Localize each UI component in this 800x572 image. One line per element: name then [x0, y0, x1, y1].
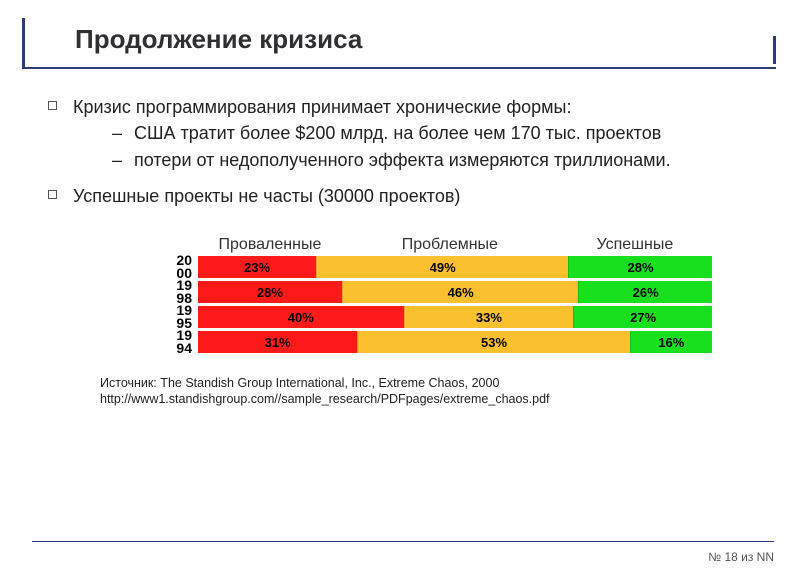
legend-failed: Проваленные: [198, 236, 342, 254]
subbullet-0-1: потери от недополученного эффекта измеря…: [112, 148, 764, 172]
bullet-icon: [48, 190, 57, 199]
stacked-bar: 23%49%28%: [198, 256, 712, 278]
bar-segment-succeeded: 27%: [573, 306, 712, 328]
bar-segment-challenged: 33%: [404, 306, 574, 328]
stacked-bar: 28%46%26%: [198, 281, 712, 303]
legend-succeeded: Успешные: [558, 236, 712, 254]
bar-row: 199828%46%26%: [156, 281, 712, 303]
footer-rule: [32, 541, 774, 542]
project-outcomes-chart: Проваленные Проблемные Успешные 200023%4…: [156, 236, 712, 353]
bar-segment-challenged: 49%: [316, 256, 568, 278]
chart-bars: 200023%49%28%199828%46%26%199540%33%27%1…: [156, 256, 712, 353]
stacked-bar: 31%53%16%: [198, 331, 712, 353]
legend-challenged: Проблемные: [342, 236, 558, 254]
bar-segment-failed: 31%: [198, 331, 357, 353]
source-line-1: http://www1.standishgroup.com//sample_re…: [100, 391, 764, 407]
bar-segment-challenged: 46%: [342, 281, 578, 303]
bar-row: 199540%33%27%: [156, 306, 712, 328]
bar-row: 199431%53%16%: [156, 331, 712, 353]
stacked-bar: 40%33%27%: [198, 306, 712, 328]
content: Кризис программирования принимает хронич…: [0, 69, 800, 408]
source-line-0: Источник: The Standish Group Internation…: [100, 375, 764, 391]
source-citation: Источник: The Standish Group Internation…: [100, 375, 764, 408]
bullet-0: Кризис программирования принимает хронич…: [48, 95, 764, 119]
bullet-text: Кризис программирования принимает хронич…: [73, 95, 572, 119]
header: Продолжение кризиса: [22, 18, 770, 69]
bar-segment-challenged: 53%: [357, 331, 629, 353]
bar-row: 200023%49%28%: [156, 256, 712, 278]
bar-segment-failed: 40%: [198, 306, 404, 328]
bar-segment-failed: 23%: [198, 256, 316, 278]
bullet-1: Успешные проекты не часты (30000 проекто…: [48, 184, 764, 208]
header-accent-right: [773, 36, 776, 64]
page-title: Продолжение кризиса: [75, 24, 770, 55]
year-label: 1994: [156, 329, 198, 356]
subbullet-0-0: США тратит более $200 млрд. на более чем…: [112, 121, 764, 145]
bar-segment-failed: 28%: [198, 281, 342, 303]
bar-segment-succeeded: 28%: [568, 256, 712, 278]
bullet-icon: [48, 101, 57, 110]
bar-segment-succeeded: 16%: [630, 331, 712, 353]
chart-legend: Проваленные Проблемные Успешные: [198, 236, 712, 254]
page-number: № 18 из NN: [708, 550, 774, 564]
bullet-text: Успешные проекты не часты (30000 проекто…: [73, 184, 460, 208]
bar-segment-succeeded: 26%: [578, 281, 712, 303]
